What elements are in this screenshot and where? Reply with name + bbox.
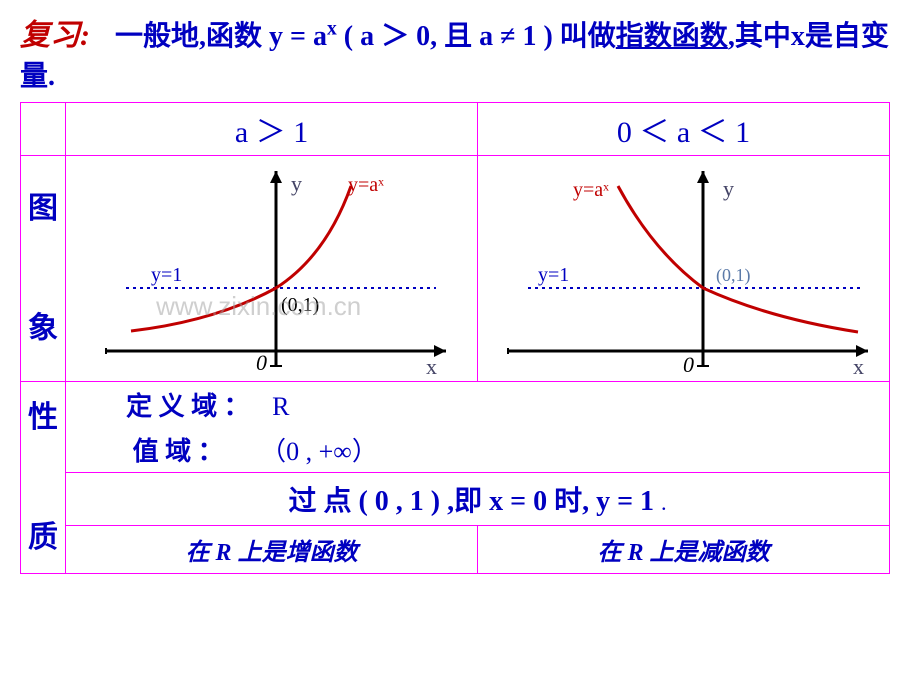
header-a-gt-1: a ＞ 1 <box>66 103 478 156</box>
fn-label-r: y=aˣ <box>573 179 609 201</box>
prop-range-row: 值 域 ： （0 , +∞） <box>66 427 890 473</box>
x-label: x <box>426 354 437 376</box>
range-label: 值 域 ： <box>133 437 224 466</box>
y-label: y <box>291 171 302 196</box>
point-label-r: (0,1) <box>716 265 751 286</box>
graph-right-cell: y y=aˣ y=1 (0,1) 0 x <box>478 156 890 382</box>
corner-cell <box>21 103 66 156</box>
review-label: 复习: <box>20 19 90 52</box>
prop-point-row: 过 点 ( 0 , 1 ) ,即 x = 0 时, y = 1 . <box>66 473 890 526</box>
prop-domain-row: 定 义 域 ： R <box>66 382 890 428</box>
summary-table: a ＞ 1 0 ＜ a ＜ 1 图象 y y=aˣ y=1 <box>20 102 890 574</box>
x-label-r: x <box>853 354 864 376</box>
range-value: （0 , +∞） <box>260 437 378 466</box>
fn-label: y=aˣ <box>348 174 384 196</box>
side-label-props: 性质 <box>21 382 66 574</box>
intro-part1: 一般地,函数 y = a <box>115 21 327 52</box>
y1-label-r: y=1 <box>538 264 569 286</box>
graph-left-cell: y y=aˣ y=1 (0,1) 0 x www.zixin.com.cn <box>66 156 478 382</box>
origin-label-r: 0 <box>683 352 694 376</box>
prop-mono-left: 在 R 上是增函数 <box>66 526 478 574</box>
intro-text: 一般地,函数 y = ax ( a ＞ 0, 且 a ≠ 1 ) 叫做指数函数,… <box>20 21 889 92</box>
prop-point-text: 过 点 ( 0 , 1 ) ,即 x = 0 时, y = 1 <box>288 486 661 517</box>
intro-exp: x <box>327 19 337 40</box>
domain-label: 定 义 域 ： <box>126 392 250 421</box>
graph-right-svg: y y=aˣ y=1 (0,1) 0 x <box>478 156 888 376</box>
prop-mono-right: 在 R 上是减函数 <box>478 526 890 574</box>
domain-value: R <box>272 392 289 421</box>
y1-label: y=1 <box>151 264 182 286</box>
origin-label: 0 <box>256 350 267 375</box>
intro-part2: ( a ＞ 0, 且 a ≠ 1 ) 叫做 <box>337 21 616 52</box>
intro-underlined: 指数函数 <box>616 21 728 52</box>
graph-left-svg: y y=aˣ y=1 (0,1) 0 x <box>66 156 476 376</box>
y-label-r: y <box>723 176 734 201</box>
side-label-graph: 图象 <box>21 156 66 382</box>
header-a-lt-1: 0 ＜ a ＜ 1 <box>478 103 890 156</box>
point-label: (0,1) <box>281 294 319 316</box>
